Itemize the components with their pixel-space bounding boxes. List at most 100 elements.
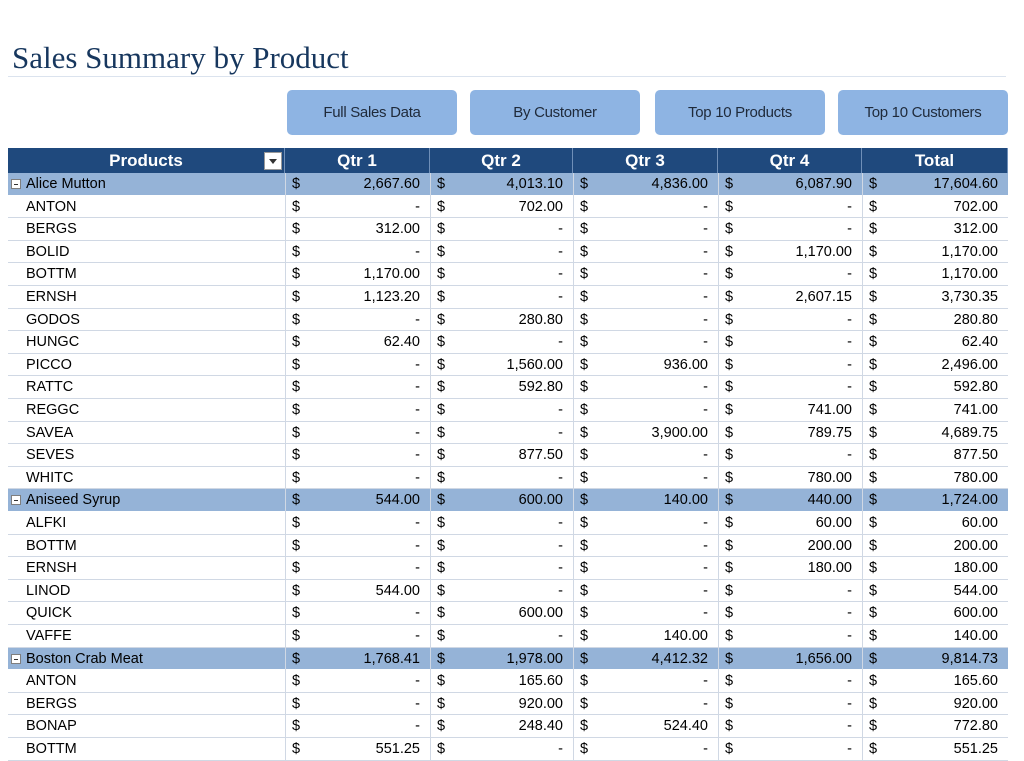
column-separator — [862, 738, 863, 761]
currency-symbol: $ — [725, 289, 734, 305]
currency-symbol: $ — [869, 424, 878, 441]
item-name: BONAP — [26, 718, 77, 735]
amount: 140.00 — [953, 628, 998, 644]
column-separator — [430, 195, 431, 219]
currency-symbol: $ — [580, 424, 589, 441]
amount: 140.00 — [663, 492, 708, 509]
amount: 600.00 — [518, 605, 563, 622]
amount: 920.00 — [953, 695, 998, 712]
item-row — [8, 196, 1008, 219]
currency-symbol: $ — [725, 492, 734, 509]
amount: - — [558, 628, 563, 644]
column-separator — [430, 692, 431, 716]
item-name: ERNSH — [26, 560, 77, 577]
amount: - — [415, 537, 420, 554]
item-row — [8, 376, 1008, 399]
amount: - — [558, 469, 563, 486]
item-name: ERNSH — [26, 289, 77, 305]
currency-symbol: $ — [725, 221, 734, 238]
column-separator — [430, 399, 431, 422]
column-separator — [430, 738, 431, 761]
item-row — [8, 693, 1008, 716]
item-name: WHITC — [26, 469, 74, 486]
currency-symbol: $ — [292, 379, 301, 396]
amount: 1,768.41 — [363, 650, 420, 667]
currency-symbol: $ — [580, 469, 589, 486]
amount: - — [703, 198, 708, 215]
amount: - — [558, 582, 563, 599]
column-separator — [573, 602, 574, 625]
currency-symbol: $ — [725, 334, 734, 351]
currency-symbol: $ — [725, 582, 734, 599]
amount: 1,123.20 — [363, 289, 420, 305]
column-separator — [430, 557, 431, 580]
amount: 4,689.75 — [941, 424, 998, 441]
amount: - — [703, 243, 708, 260]
column-separator — [285, 466, 286, 490]
column-separator — [430, 534, 431, 558]
currency-symbol: $ — [292, 582, 301, 599]
collapse-toggle[interactable] — [11, 653, 21, 664]
amount: 165.60 — [953, 673, 998, 690]
amount: - — [415, 469, 420, 486]
currency-symbol: $ — [725, 673, 734, 690]
amount: 2,667.60 — [363, 176, 420, 192]
column-separator — [285, 534, 286, 558]
nav-button[interactable]: Full Sales Data — [287, 90, 457, 135]
currency-symbol: $ — [580, 198, 589, 215]
amount: 3,900.00 — [651, 424, 708, 441]
currency-symbol: $ — [292, 198, 301, 215]
column-separator — [862, 647, 863, 671]
amount: 702.00 — [518, 198, 563, 215]
item-name: BOTTM — [26, 537, 77, 554]
currency-symbol: $ — [725, 741, 734, 757]
currency-symbol: $ — [437, 379, 446, 396]
amount: - — [703, 695, 708, 712]
currency-symbol: $ — [869, 605, 878, 622]
amount: - — [847, 221, 852, 238]
currency-symbol: $ — [869, 650, 878, 667]
column-separator — [285, 421, 286, 445]
column-separator — [573, 376, 574, 399]
filter-dropdown[interactable] — [264, 152, 282, 170]
currency-symbol: $ — [292, 289, 301, 305]
amount: - — [847, 741, 852, 757]
amount: 1,170.00 — [795, 243, 852, 260]
column-separator — [718, 534, 719, 558]
currency-symbol: $ — [580, 673, 589, 690]
column-separator — [862, 286, 863, 309]
currency-symbol: $ — [725, 560, 734, 577]
currency-symbol: $ — [292, 718, 301, 735]
nav-button[interactable]: Top 10 Customers — [838, 90, 1008, 135]
amount: 600.00 — [953, 605, 998, 622]
currency-symbol: $ — [580, 695, 589, 712]
currency-symbol: $ — [580, 718, 589, 735]
amount: 741.00 — [953, 402, 998, 418]
column-separator — [573, 240, 574, 264]
collapse-toggle[interactable] — [11, 495, 21, 506]
amount: 2,607.15 — [795, 289, 852, 305]
column-separator — [573, 534, 574, 558]
column-separator — [285, 218, 286, 241]
column-separator — [430, 579, 431, 603]
nav-button[interactable]: By Customer — [470, 90, 640, 135]
currency-symbol: $ — [437, 741, 446, 757]
column-separator — [573, 263, 574, 286]
currency-symbol: $ — [437, 221, 446, 238]
currency-symbol: $ — [869, 628, 878, 644]
column-separator — [862, 218, 863, 241]
collapse-toggle[interactable] — [11, 179, 21, 189]
column-separator — [285, 263, 286, 286]
item-row — [8, 309, 1008, 332]
amount: - — [558, 537, 563, 554]
nav-button[interactable]: Top 10 Products — [655, 90, 825, 135]
column-separator — [718, 376, 719, 399]
currency-symbol: $ — [725, 628, 734, 644]
column-separator — [862, 263, 863, 286]
column-separator — [862, 489, 863, 512]
amount: 312.00 — [375, 221, 420, 238]
currency-symbol: $ — [292, 221, 301, 238]
item-row — [8, 241, 1008, 264]
column-separator — [718, 602, 719, 625]
amount: - — [703, 447, 708, 464]
